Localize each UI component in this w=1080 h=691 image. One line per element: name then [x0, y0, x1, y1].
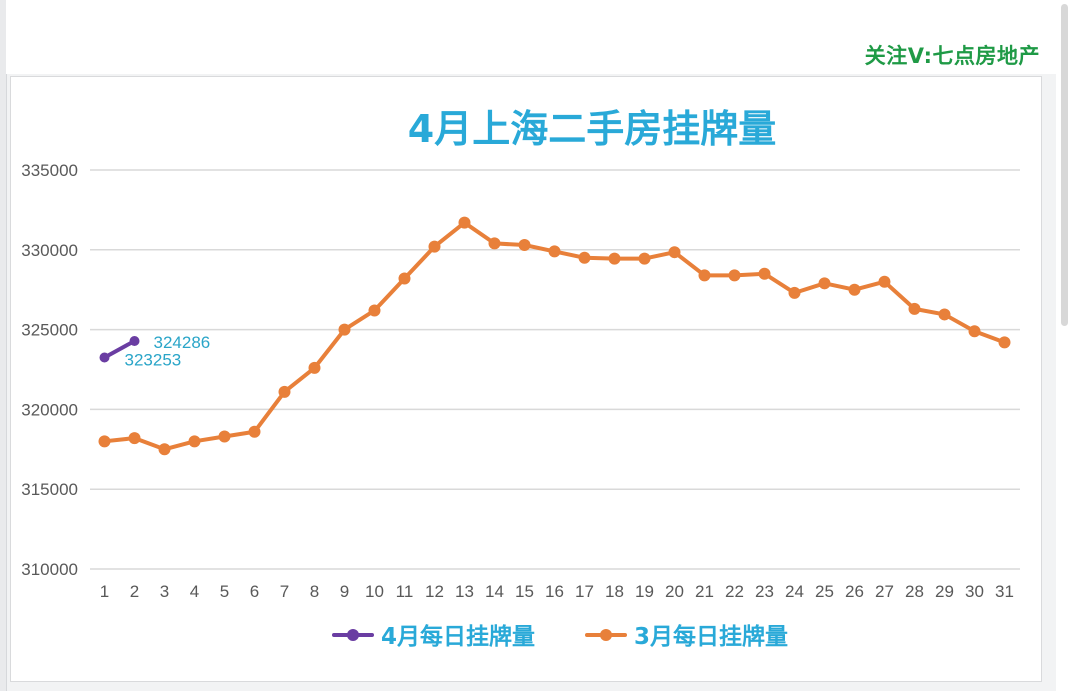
data-point — [968, 325, 981, 338]
x-tick-label: 27 — [875, 582, 894, 601]
x-tick-label: 4 — [190, 582, 199, 601]
x-tick-label: 31 — [995, 582, 1014, 601]
series-layer — [98, 216, 1011, 456]
data-point — [308, 361, 321, 374]
legend-item: 4月每日挂牌量 — [332, 623, 535, 650]
data-point — [398, 272, 411, 285]
left-edge-strip — [0, 0, 7, 691]
data-point — [848, 283, 861, 296]
y-tick-label: 325000 — [21, 321, 78, 340]
x-tick-label: 21 — [695, 582, 714, 601]
x-tick-label: 15 — [515, 582, 534, 601]
x-tick-label: 14 — [485, 582, 504, 601]
x-tick-label: 22 — [725, 582, 744, 601]
x-tick-label: 29 — [935, 582, 954, 601]
y-tick-label: 335000 — [21, 161, 78, 180]
data-point — [518, 239, 531, 252]
data-point — [758, 267, 771, 280]
top-band — [6, 0, 1056, 74]
data-point — [129, 335, 140, 346]
data-point — [218, 430, 231, 443]
y-tick-label: 320000 — [21, 400, 78, 419]
chart-title: 4月上海二手房挂牌量 — [408, 107, 776, 151]
data-point — [158, 443, 171, 456]
data-point — [668, 246, 681, 259]
x-tick-label: 30 — [965, 582, 984, 601]
data-point — [548, 245, 561, 258]
data-point — [698, 269, 711, 282]
legend-label: 4月每日挂牌量 — [381, 623, 535, 650]
legend: 4月每日挂牌量 3月每日挂牌量 — [332, 623, 788, 650]
data-point — [638, 252, 651, 265]
data-point — [128, 432, 141, 445]
x-tick-label: 2 — [130, 582, 139, 601]
x-tick-label: 20 — [665, 582, 684, 601]
data-point — [338, 323, 351, 336]
y-axis-ticks: 310000 315000 320000 325000 330000 335000 — [21, 161, 78, 579]
data-point — [938, 308, 951, 321]
x-tick-label: 13 — [455, 582, 474, 601]
x-tick-label: 25 — [815, 582, 834, 601]
x-tick-label: 16 — [545, 582, 564, 601]
x-tick-label: 24 — [785, 582, 804, 601]
data-point — [608, 252, 621, 265]
x-tick-label: 7 — [280, 582, 289, 601]
data-point — [818, 277, 831, 290]
data-point — [99, 352, 110, 363]
x-tick-label: 1 — [100, 582, 109, 601]
legend-swatch-marker — [347, 629, 359, 641]
line-chart: 4月上海二手房挂牌量 310000 315000 320000 325000 33000… — [21, 107, 1020, 650]
legend-label: 3月每日挂牌量 — [634, 623, 788, 650]
data-point — [428, 240, 441, 253]
y-tick-label: 330000 — [21, 241, 78, 260]
data-point — [728, 269, 741, 282]
data-point — [98, 435, 111, 448]
x-tick-label: 9 — [340, 582, 349, 601]
data-point — [278, 385, 291, 398]
x-tick-label: 12 — [425, 582, 444, 601]
x-tick-label: 11 — [396, 582, 414, 601]
data-point — [908, 302, 921, 315]
x-tick-label: 10 — [365, 582, 384, 601]
x-tick-label: 5 — [220, 582, 229, 601]
data-point — [368, 304, 381, 317]
data-label: 324286 — [154, 333, 211, 352]
scrollbar-thumb[interactable] — [1061, 4, 1068, 326]
x-axis-ticks: 1 2 3 4 5 6 7 8 9 10 11 12 13 14 15 16 17 18 19 20 21 22 23 24 2… — [100, 582, 1014, 601]
data-point — [578, 251, 591, 264]
watermark-text: 关注V:七点房地产 — [864, 44, 1040, 68]
data-point — [788, 286, 801, 299]
data-point — [998, 336, 1011, 349]
x-tick-label: 3 — [160, 582, 169, 601]
y-tick-label: 315000 — [21, 480, 78, 499]
x-tick-label: 8 — [310, 582, 319, 601]
x-tick-label: 18 — [605, 582, 624, 601]
data-point — [188, 435, 201, 448]
data-point — [878, 275, 891, 288]
chart-card — [10, 76, 1042, 682]
x-tick-label: 26 — [845, 582, 864, 601]
x-tick-label: 23 — [755, 582, 774, 601]
y-tick-label: 310000 — [21, 560, 78, 579]
series-april — [99, 335, 140, 363]
x-tick-label: 28 — [905, 582, 924, 601]
series-line — [102, 338, 137, 360]
series-march — [98, 216, 1011, 456]
x-tick-label: 17 — [575, 582, 594, 601]
legend-item: 3月每日挂牌量 — [585, 623, 788, 650]
scrollbar-track[interactable] — [1056, 0, 1080, 691]
gridlines — [90, 169, 1020, 570]
data-point — [458, 216, 471, 229]
data-point — [488, 237, 501, 250]
data-label: 323253 — [125, 350, 182, 369]
legend-swatch-marker — [600, 629, 612, 641]
x-tick-label: 6 — [250, 582, 259, 601]
data-point — [248, 425, 261, 438]
x-tick-label: 19 — [635, 582, 654, 601]
